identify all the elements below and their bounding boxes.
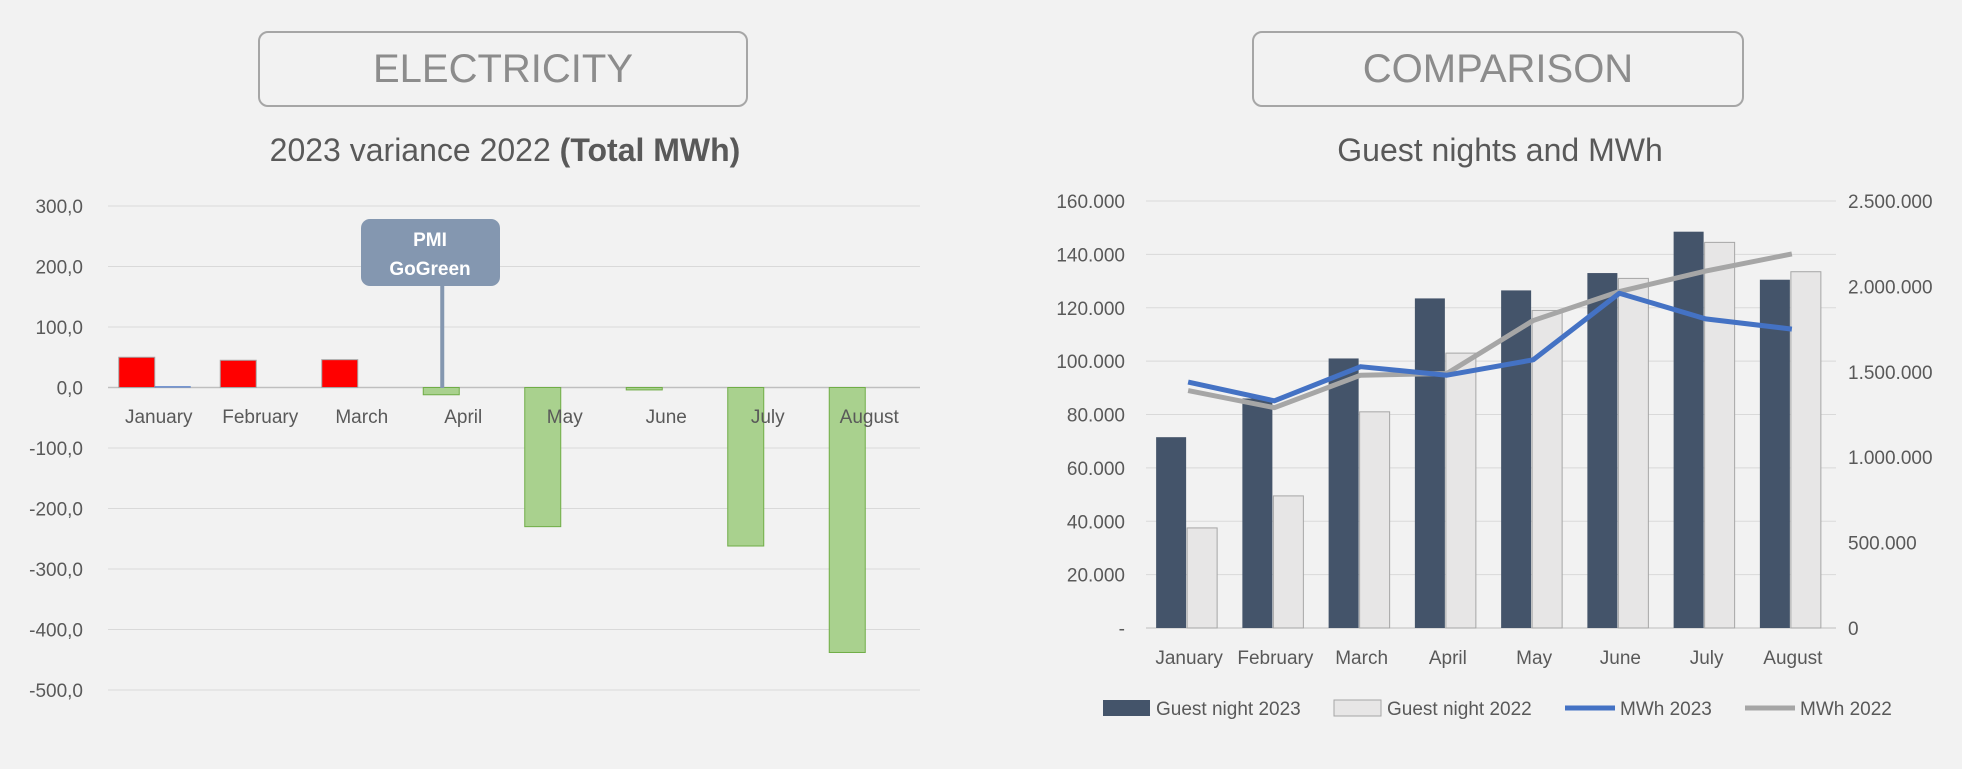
guest-2023-bar: [1501, 290, 1532, 628]
x-tick-label: June: [1600, 648, 1641, 669]
left-y-tick-label: 80.000: [1067, 406, 1125, 427]
left-y-tick-label: 40.000: [1067, 512, 1125, 533]
guest-2023-bar: [1328, 358, 1359, 628]
legend-swatch: [1333, 699, 1382, 717]
guest-2022-bar: [1359, 411, 1391, 629]
x-tick-label: April: [1429, 648, 1467, 669]
y-tick-label: 0,0: [57, 379, 83, 400]
legend-label: MWh 2023: [1620, 699, 1712, 720]
y-tick-label: 200,0: [35, 258, 83, 279]
variance-title-main: 2023 variance 2022: [269, 132, 551, 168]
guest-2022-bar: [1272, 495, 1304, 629]
y-tick-label: 300,0: [35, 197, 83, 218]
guest-2023-bar: [1242, 398, 1273, 628]
mwh-2023-line: [1187, 290, 1793, 404]
guest-2023-bar: [1587, 273, 1618, 628]
y-tick-label: 100,0: [35, 318, 83, 339]
callout-text: GoGreen: [389, 259, 470, 280]
guest-2023-bar: [1156, 437, 1187, 628]
variance-bar: [828, 387, 866, 653]
x-tick-label: August: [1763, 648, 1823, 669]
variance-bar: [321, 359, 359, 389]
right-y-tick-label: 500.000: [1848, 534, 1917, 555]
legend-label: Guest night 2023: [1156, 699, 1301, 720]
variance-chart: 300,0 200,0 100,0 0,0 -100,0 -200,0 -300,0 -400…: [29, 197, 920, 702]
variance-bar: [625, 387, 663, 391]
x-tick-label: July: [751, 407, 785, 428]
y-tick-label: -200,0: [29, 500, 83, 521]
variance-title-bold: (Total MWh): [559, 132, 741, 168]
x-tick-label: January: [125, 407, 193, 428]
guest-2023-bar: [1673, 231, 1704, 629]
x-tick-label: April: [444, 407, 482, 428]
right-y-tick-label: 0: [1848, 619, 1859, 640]
left-y-tick-label: 140.000: [1056, 245, 1125, 266]
guest-2023-bar: [1759, 279, 1790, 628]
comparison-section-header: COMPARISON: [1252, 31, 1744, 107]
right-y-tick-label: 1.000.000: [1848, 448, 1933, 469]
y-tick-label: -400,0: [29, 621, 83, 642]
x-tick-label: March: [335, 407, 388, 428]
guest-2022-bar: [1531, 309, 1563, 629]
callout-text: PMI: [413, 230, 447, 251]
right-y-tick-label: 2.500.000: [1848, 192, 1933, 213]
x-tick-label: January: [1155, 648, 1223, 669]
x-tick-label: July: [1690, 648, 1724, 669]
y-tick-label: -300,0: [29, 560, 83, 581]
x-tick-label: February: [222, 407, 299, 428]
variance-bar: [727, 387, 765, 547]
x-tick-label: August: [840, 407, 900, 428]
comparison-chart-title: Guest nights and MWh: [1337, 132, 1663, 168]
variance-bar: [219, 359, 257, 388]
x-tick-label: May: [547, 407, 583, 428]
x-tick-label: June: [646, 407, 687, 428]
mwh-2022-line: [1187, 251, 1793, 411]
x-tick-label: May: [1516, 648, 1552, 669]
guest-2022-bar: [1186, 527, 1218, 629]
left-y-tick-label: 100.000: [1056, 352, 1125, 373]
left-y-tick-label: 120.000: [1056, 299, 1125, 320]
left-y-tick-label: 20.000: [1067, 566, 1125, 587]
guest-2022-bar: [1704, 241, 1736, 629]
legend-swatch: [1103, 700, 1150, 716]
x-tick-label: March: [1335, 648, 1388, 669]
right-y-tick-label: 2.000.000: [1848, 277, 1933, 298]
secondary-bar: [154, 386, 191, 388]
guest-2023-bar: [1414, 298, 1445, 628]
left-y-tick-label: 60.000: [1067, 459, 1125, 480]
electricity-section-label: ELECTRICITY: [372, 46, 634, 91]
guest-2022-bar: [1445, 352, 1477, 629]
electricity-section-header: ELECTRICITY: [258, 31, 748, 107]
guest-2022-bar: [1790, 271, 1822, 629]
right-y-tick-label: 1.500.000: [1848, 363, 1933, 384]
legend-label: Guest night 2022: [1387, 699, 1532, 720]
guest-2022-bar: [1617, 277, 1649, 629]
x-tick-label: February: [1237, 648, 1314, 669]
y-tick-label: -500,0: [29, 681, 83, 702]
left-y-tick-label: -: [1119, 619, 1125, 640]
variance-chart-title: 2023 variance 2022 (Total MWh): [130, 132, 880, 169]
legend-label: MWh 2022: [1800, 699, 1892, 720]
variance-bar: [118, 356, 156, 388]
comparison-section-label: COMPARISON: [1362, 46, 1634, 91]
callout-box: [361, 219, 500, 286]
variance-bar: [524, 387, 562, 528]
y-tick-label: -100,0: [29, 439, 83, 460]
left-y-tick-label: 160.000: [1056, 192, 1125, 213]
